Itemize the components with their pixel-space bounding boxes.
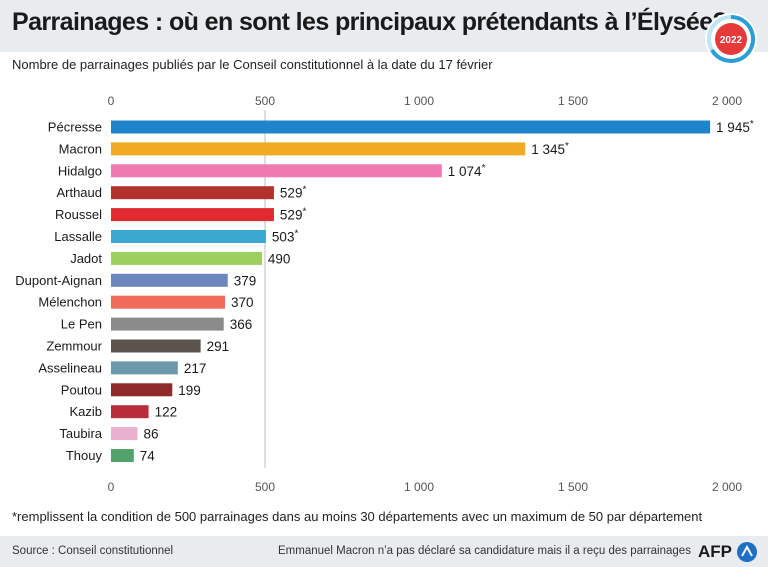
footer-note: Emmanuel Macron n’a pas déclaré sa candi… xyxy=(278,545,691,557)
star-marker: * xyxy=(482,163,486,174)
category-label: Pécresse xyxy=(48,120,102,135)
category-label: Asselineau xyxy=(38,360,102,375)
value-label: 1 345* xyxy=(531,141,569,157)
afp-logo-text: AFP xyxy=(698,542,732,561)
footnote: *remplissent la condition de 500 parrain… xyxy=(12,509,703,524)
bar xyxy=(111,361,178,375)
afp-logo: AFP xyxy=(698,541,758,563)
bar xyxy=(111,251,262,265)
star-marker: * xyxy=(294,229,298,240)
bar xyxy=(111,383,173,397)
source-text: Source : Conseil constitutionnel xyxy=(12,545,174,557)
value-label: 529* xyxy=(280,207,307,223)
category-label: Taubira xyxy=(59,426,102,441)
category-label: Poutou xyxy=(61,382,102,397)
value-label: 74 xyxy=(140,449,156,464)
category-label: Thouy xyxy=(66,448,103,463)
x-tick-label-bottom: 1 000 xyxy=(404,480,434,494)
value-label: 490 xyxy=(268,251,291,266)
value-label: 291 xyxy=(207,339,230,354)
value-label: 217 xyxy=(184,361,207,376)
bar xyxy=(111,120,711,134)
category-label: Lassalle xyxy=(54,229,102,244)
bar xyxy=(111,427,138,441)
bar xyxy=(111,449,134,462)
category-label: Zemmour xyxy=(46,339,102,354)
value-label: 370 xyxy=(231,295,254,310)
category-label: Macron xyxy=(59,141,102,156)
value-label: 1 074* xyxy=(448,163,486,179)
category-label: Jadot xyxy=(70,251,102,266)
category-label: Hidalgo xyxy=(58,163,102,178)
value-label: 122 xyxy=(155,405,178,420)
header-band: Parrainages : où en sont les principaux … xyxy=(0,0,768,52)
bar xyxy=(111,405,149,419)
x-tick-label-top: 0 xyxy=(108,94,115,108)
category-label: Kazib xyxy=(69,404,102,419)
x-tick-label-bottom: 2 000 xyxy=(712,480,742,494)
value-label: 379 xyxy=(234,273,257,288)
footer-band: Source : Conseil constitutionnel Emmanue… xyxy=(0,536,768,567)
category-label: Arthaud xyxy=(56,185,102,200)
bar xyxy=(111,208,274,222)
chart-bars xyxy=(111,120,711,462)
bar xyxy=(111,295,225,309)
chart-subtitle: Nombre de parrainages publiés par le Con… xyxy=(12,57,493,72)
value-label: 366 xyxy=(230,317,253,332)
category-label: Mélenchon xyxy=(38,295,102,310)
badge-2022-icon: 2022 xyxy=(705,13,757,65)
bar xyxy=(111,339,201,353)
x-tick-label-bottom: 1 500 xyxy=(558,480,588,494)
bar xyxy=(111,317,224,331)
category-label: Roussel xyxy=(55,207,102,222)
value-label: 1 945* xyxy=(716,119,754,135)
afp-logo-icon xyxy=(737,542,758,562)
x-tick-label-bottom: 500 xyxy=(255,480,275,494)
bar-chart: 0 0 500 500 1 000 1 000 1 500 1 500 2 000 2 000 P… xyxy=(15,94,754,494)
bar xyxy=(111,273,228,287)
bar xyxy=(111,164,442,178)
bar xyxy=(111,186,274,200)
value-label: 86 xyxy=(143,427,158,442)
value-label: 503* xyxy=(272,229,299,245)
x-tick-label-bottom: 0 xyxy=(108,480,115,494)
x-tick-label-top: 1 500 xyxy=(558,94,588,108)
x-tick-label-top: 1 000 xyxy=(404,94,434,108)
category-label: Le Pen xyxy=(61,317,102,332)
star-marker: * xyxy=(302,207,306,218)
x-tick-label-top: 500 xyxy=(255,94,275,108)
star-marker: * xyxy=(565,141,569,152)
chart-labels: Pécresse 1 945* Macron 1 345* Hidalgo 1 074* A… xyxy=(15,119,754,464)
star-marker: * xyxy=(750,119,754,130)
value-label: 529* xyxy=(280,185,307,201)
page-title: Parrainages : où en sont les principaux … xyxy=(12,8,728,36)
bar xyxy=(111,142,526,156)
category-label: Dupont-Aignan xyxy=(15,273,102,288)
value-label: 199 xyxy=(178,383,201,398)
bar xyxy=(111,230,266,243)
badge-label: 2022 xyxy=(720,35,743,46)
x-tick-label-top: 2 000 xyxy=(712,94,742,108)
star-marker: * xyxy=(302,185,306,196)
